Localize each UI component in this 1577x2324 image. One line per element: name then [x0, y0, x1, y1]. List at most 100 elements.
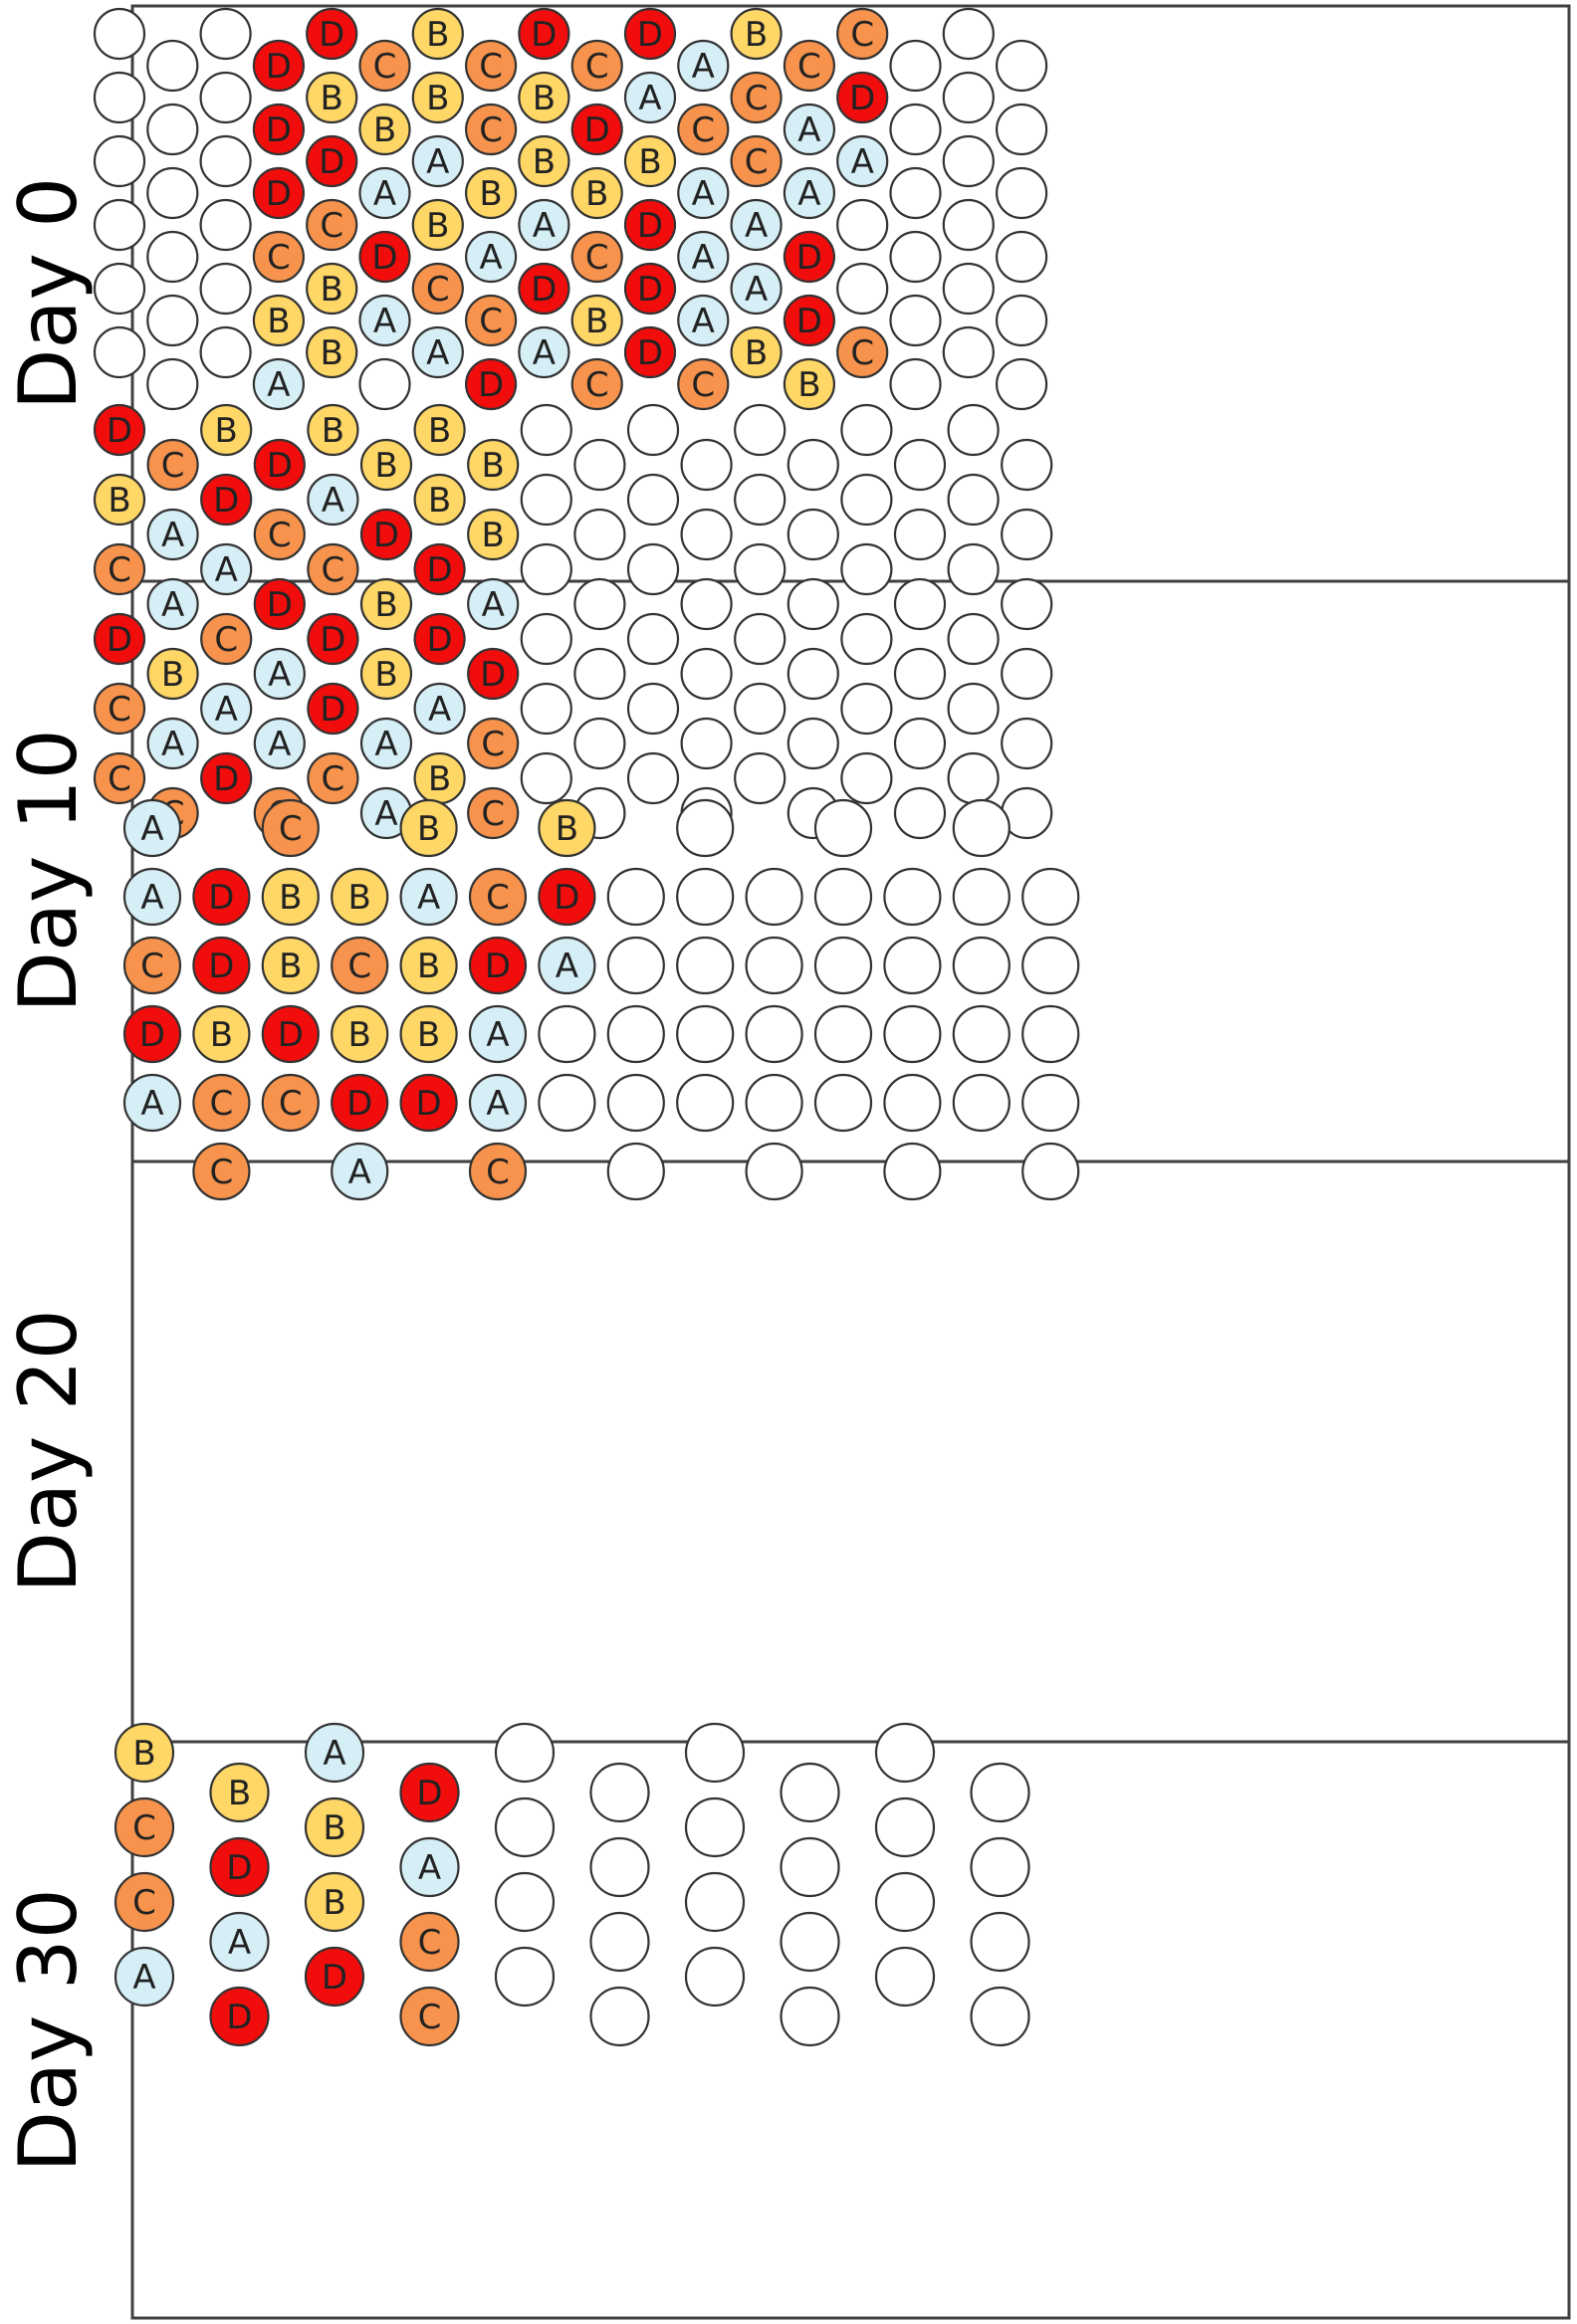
- cell-d: D: [413, 612, 466, 666]
- cell-circle: [745, 1004, 803, 1064]
- cell-circle: [745, 1073, 803, 1133]
- cell-label: A: [373, 302, 396, 341]
- cell-circle: [468, 867, 528, 927]
- cell-circle: [1021, 1142, 1080, 1201]
- cell-label: C: [373, 47, 397, 87]
- cell-b: B: [261, 936, 320, 995]
- cell-empty: [780, 1836, 840, 1898]
- cell-label: D: [107, 411, 132, 451]
- cell-circle: [783, 103, 836, 156]
- cell-circle: [359, 647, 413, 701]
- cell-label: B: [373, 110, 396, 150]
- cell-circle: [952, 1073, 1011, 1133]
- cell-circle: [684, 1946, 746, 2007]
- cell-c: C: [399, 1911, 460, 1973]
- cell-circle: [942, 198, 995, 252]
- cell-circle: [146, 438, 199, 492]
- cell-circle: [874, 1871, 936, 1933]
- cell-circle: [520, 612, 572, 666]
- cell-d: D: [252, 166, 305, 220]
- cell-a: A: [468, 1004, 528, 1064]
- cell-circle: [146, 294, 199, 347]
- cell-circle: [970, 1986, 1030, 2047]
- cell-d: D: [253, 438, 306, 492]
- cell-label: D: [637, 15, 663, 55]
- cell-empty: [146, 357, 199, 411]
- cell-empty: [780, 1762, 840, 1823]
- cell-b: B: [730, 325, 783, 379]
- cell-label: D: [266, 47, 292, 87]
- cell-circle: [413, 473, 466, 527]
- cell-label: C: [279, 809, 303, 849]
- cell-label: A: [267, 365, 290, 405]
- cell-circle: [840, 473, 893, 527]
- cell-d: D: [468, 936, 528, 995]
- cell-empty: [889, 103, 942, 156]
- cell-circle: [626, 682, 680, 736]
- cell-circle: [840, 751, 893, 805]
- cell-label: C: [850, 15, 874, 55]
- cell-label: D: [637, 206, 663, 246]
- cell-circle: [199, 134, 252, 188]
- cell-c: C: [730, 134, 783, 188]
- cell-c: C: [253, 508, 306, 561]
- cell-circle: [606, 936, 665, 995]
- cell-circle: [730, 325, 783, 379]
- cell-label: D: [796, 302, 822, 341]
- cell-d: D: [518, 262, 570, 316]
- cell-circle: [995, 294, 1048, 347]
- cell-circle: [399, 1073, 458, 1133]
- cell-d: D: [623, 7, 677, 61]
- cell-circle: [883, 867, 942, 927]
- cell-label: D: [322, 1958, 347, 1998]
- cell-circle: [745, 1142, 803, 1201]
- cell-label: A: [161, 725, 184, 764]
- cell-label: A: [692, 238, 715, 278]
- cell-label: C: [691, 110, 715, 150]
- panel-day-10-cells: DBCDCCCAABACBDACADDCDAACBACDDCBDBBAABBDD…: [93, 403, 1053, 840]
- cell-circle: [113, 1871, 175, 1933]
- cell-b: B: [304, 1871, 365, 1933]
- cell-circle: [199, 198, 252, 252]
- cell-empty: [883, 1004, 942, 1064]
- cell-circle: [730, 7, 783, 61]
- cell-d: D: [253, 577, 306, 631]
- cell-label: D: [637, 270, 663, 310]
- cell-circle: [331, 867, 389, 927]
- cell-label: B: [426, 79, 449, 118]
- cell-empty: [874, 1946, 936, 2007]
- cell-empty: [606, 936, 665, 995]
- cell-b: B: [252, 294, 305, 347]
- cell-circle: [840, 612, 893, 666]
- cell-circle: [358, 166, 411, 220]
- cell-label: C: [479, 110, 503, 150]
- cell-circle: [494, 1946, 556, 2007]
- cell-label: A: [638, 79, 661, 118]
- cell-circle: [783, 39, 836, 93]
- cell-c: C: [677, 103, 730, 156]
- cell-empty: [995, 357, 1048, 411]
- cell-empty: [893, 577, 947, 631]
- cell-label: C: [850, 333, 874, 373]
- cell-label: B: [374, 446, 397, 486]
- cell-label: C: [418, 1923, 442, 1963]
- cell-a: A: [304, 1722, 365, 1784]
- cell-circle: [893, 647, 947, 701]
- cell-empty: [942, 325, 995, 379]
- cell-circle: [626, 612, 680, 666]
- cell-circle: [734, 751, 787, 805]
- cell-empty: [676, 1073, 735, 1133]
- cell-circle: [252, 39, 305, 93]
- cell-circle: [684, 1871, 746, 1933]
- cell-empty: [995, 166, 1048, 220]
- cell-circle: [93, 7, 146, 61]
- cell-d: D: [623, 262, 677, 316]
- cell-label: B: [745, 333, 768, 373]
- cell-d: D: [783, 230, 836, 284]
- cell-empty: [93, 134, 146, 188]
- cell-d: D: [252, 39, 305, 93]
- cell-a: A: [146, 717, 199, 770]
- cell-label: C: [585, 238, 609, 278]
- cell-empty: [874, 1871, 936, 1933]
- cell-circle: [253, 717, 306, 770]
